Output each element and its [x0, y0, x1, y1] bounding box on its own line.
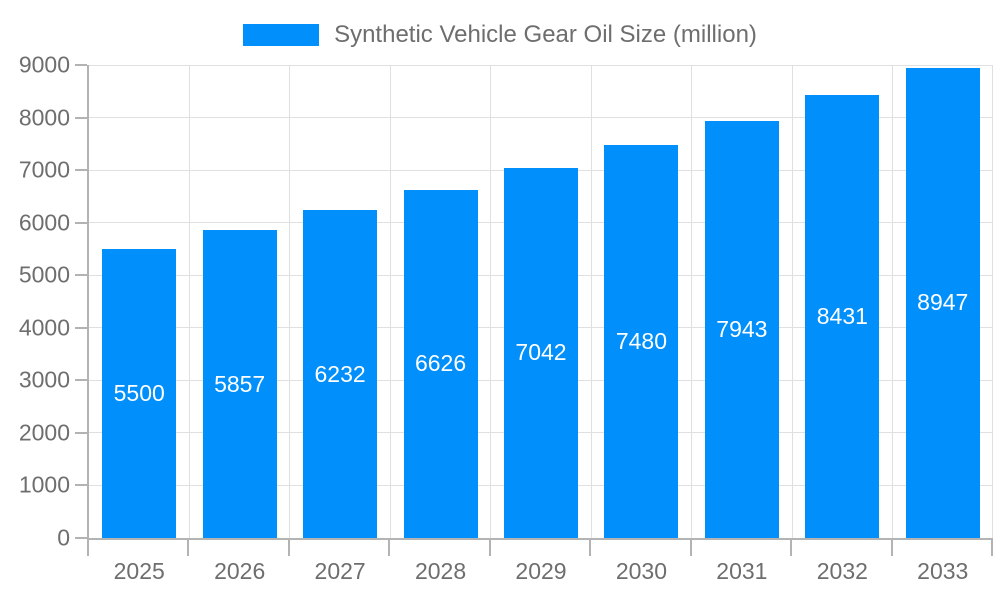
gridline-vertical: [188, 65, 190, 538]
bar-value-label: 7042: [515, 339, 567, 366]
x-axis-tick: [790, 540, 793, 556]
x-axis-label: 2025: [113, 558, 165, 584]
x-axis-tick: [991, 540, 993, 556]
y-axis-tick: [75, 169, 87, 172]
x-axis-tick: [589, 540, 592, 556]
y-axis-tick: [75, 116, 87, 119]
bar-2031[interactable]: 7943: [704, 120, 779, 538]
gridline-vertical: [289, 65, 291, 538]
bar-2027[interactable]: 6232: [303, 210, 378, 538]
x-axis-label: 2033: [917, 558, 969, 584]
y-axis-label: 9000: [18, 51, 70, 78]
legend[interactable]: Synthetic Vehicle Gear Oil Size (million…: [0, 21, 1000, 49]
x-axis-tick: [187, 540, 190, 556]
bar-value-label: 8947: [917, 289, 969, 316]
bar-2029[interactable]: 7042: [504, 167, 578, 538]
gridline-vertical: [590, 65, 592, 538]
y-axis-tick: [75, 326, 87, 329]
y-axis-label: 3000: [18, 366, 70, 393]
x-axis-label: 2030: [615, 558, 668, 584]
x-axis-label: 2026: [214, 558, 266, 584]
bar-2025[interactable]: 5500: [102, 248, 177, 538]
y-axis-tick: [75, 484, 87, 487]
y-axis-label: 1000: [18, 471, 70, 498]
x-axis-label: 2031: [716, 558, 768, 584]
bar-2026[interactable]: 5857: [202, 230, 277, 538]
plot-area: 5500 5857 6232 6626 7042 7480 7943 8431 8947: [87, 64, 993, 540]
y-axis-label: 7000: [18, 156, 70, 183]
bar-value-label: 7480: [615, 327, 668, 354]
y-axis-label: 0: [57, 524, 70, 551]
y-axis-label: 4000: [18, 314, 70, 341]
gridline-vertical: [892, 65, 894, 538]
gridline-vertical: [490, 65, 492, 538]
bar-value-label: 5500: [113, 379, 165, 406]
x-axis-tick: [388, 540, 391, 556]
gridline-vertical: [691, 65, 693, 538]
gridline-horizontal: [89, 64, 993, 66]
x-axis-tick: [87, 540, 89, 556]
y-axis-tick: [75, 379, 87, 382]
y-axis-tick: [75, 431, 87, 434]
y-axis-tick: [75, 274, 87, 277]
bar-value-label: 6626: [414, 350, 467, 377]
gridline-vertical: [791, 65, 793, 538]
x-axis-label: 2027: [314, 558, 366, 584]
x-axis-label: 2029: [515, 558, 567, 584]
bar-2033[interactable]: 8947: [905, 67, 980, 538]
x-axis-label: 2028: [414, 558, 467, 584]
bar-2032[interactable]: 8431: [805, 94, 880, 538]
y-axis-tick: [75, 537, 87, 539]
bar-2030[interactable]: 7480: [604, 144, 679, 538]
y-axis-label: 6000: [18, 209, 70, 236]
legend-swatch-icon: [243, 24, 320, 46]
bar-value-label: 8431: [816, 302, 868, 329]
bar-value-label: 5857: [214, 370, 266, 397]
x-axis-tick: [287, 540, 290, 556]
bar-value-label: 6232: [314, 360, 366, 387]
y-axis-tick: [75, 64, 87, 66]
gridline-vertical: [389, 65, 391, 538]
y-axis-label: 2000: [18, 419, 70, 446]
x-axis-tick: [689, 540, 692, 556]
legend-label: Synthetic Vehicle Gear Oil Size (million…: [334, 21, 757, 48]
gridline-vertical: [992, 65, 993, 538]
x-axis-tick: [488, 540, 491, 556]
bar-2028[interactable]: 6626: [403, 189, 478, 538]
y-axis-label: 8000: [18, 104, 70, 131]
gridline-horizontal: [89, 117, 993, 119]
x-axis-tick: [890, 540, 893, 556]
y-axis-label: 5000: [18, 261, 70, 288]
x-axis-label: 2032: [816, 558, 868, 584]
y-axis-tick: [75, 221, 87, 224]
bar-value-label: 7943: [716, 315, 768, 342]
